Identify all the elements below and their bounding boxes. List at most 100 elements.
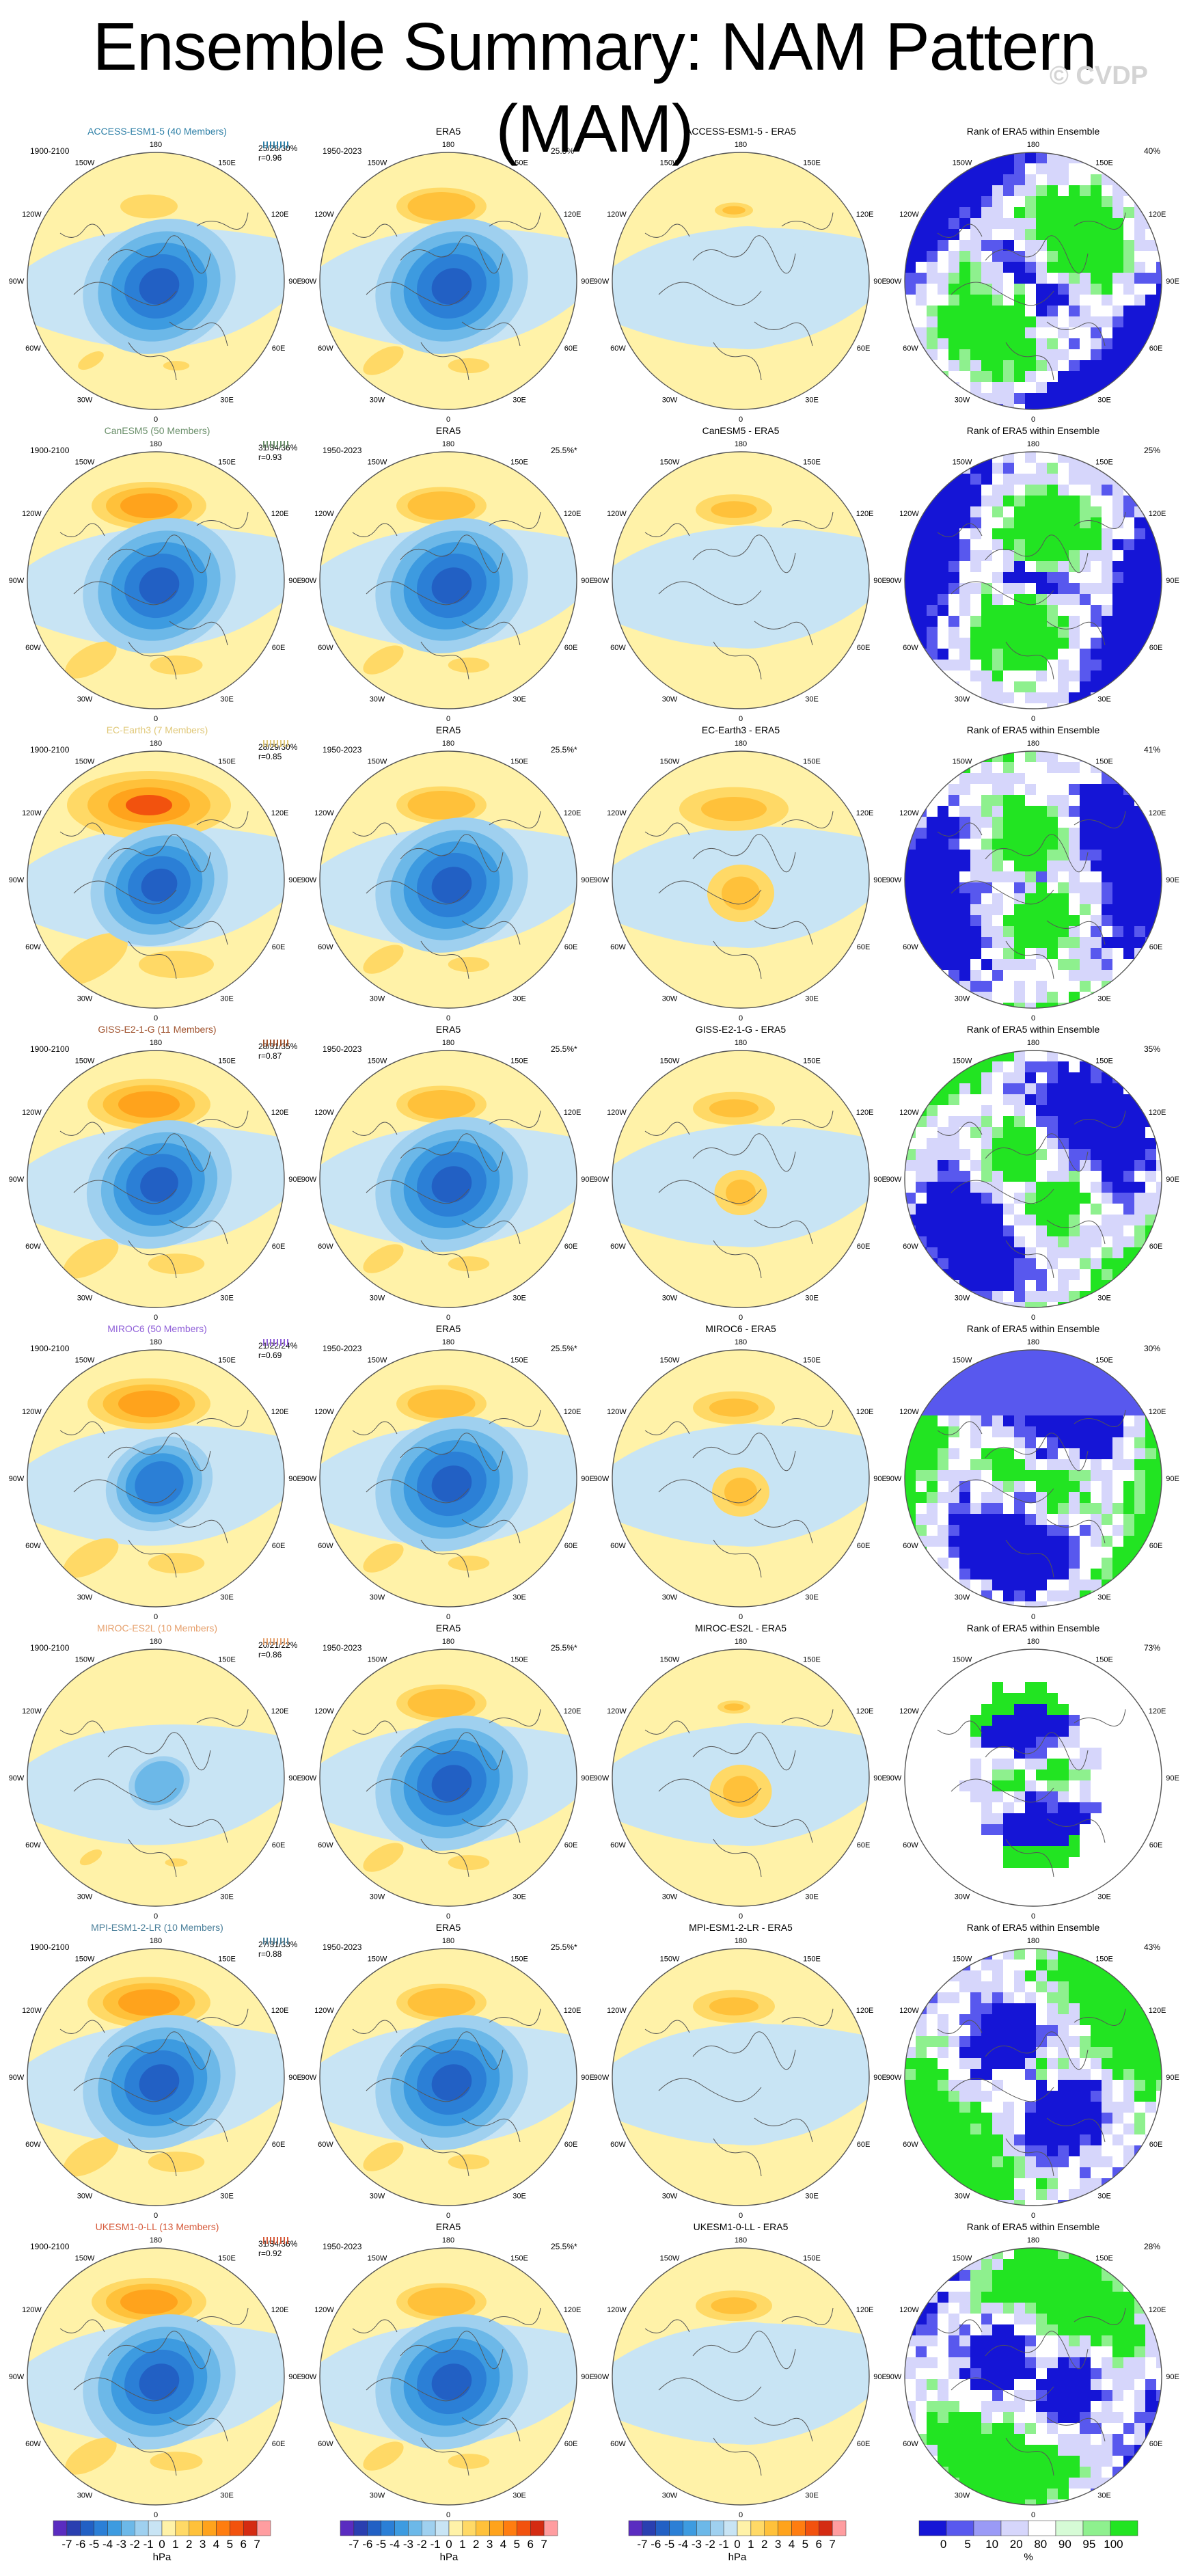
coastline xyxy=(644,1122,690,1136)
coastline xyxy=(754,2117,813,2143)
rank-cell xyxy=(1123,1970,1135,1982)
rank-cell xyxy=(1145,1182,1157,1193)
rank-cell xyxy=(905,1415,916,1427)
rank-cell xyxy=(1003,1481,1015,1493)
rank-cell xyxy=(905,839,916,850)
rank-cell xyxy=(1102,1748,1113,1759)
rank-cell xyxy=(959,1193,971,1204)
rank-cell xyxy=(1058,1481,1069,1493)
rank-cell xyxy=(981,1394,993,1405)
longitude-label: 90E xyxy=(873,277,887,286)
rank-cell xyxy=(938,871,949,883)
rank-cell xyxy=(1069,1525,1080,1536)
rank-cell xyxy=(1112,937,1124,949)
rank-cell xyxy=(1156,1003,1162,1008)
rank-cell xyxy=(1080,1981,1091,1993)
rank-cell xyxy=(1102,207,1113,219)
rank-cell xyxy=(992,948,1004,960)
longitude-label: 150E xyxy=(218,757,236,765)
rank-cell xyxy=(1036,1215,1048,1226)
rank-cell xyxy=(1080,2145,1091,2157)
rank-cell xyxy=(992,839,1004,850)
rank-cell xyxy=(1112,915,1124,927)
rank-cell xyxy=(948,893,960,905)
rank-cell xyxy=(1047,1105,1058,1117)
rank-cell xyxy=(1080,382,1091,394)
longitude-label: 60E xyxy=(857,1841,871,1849)
rank-cell xyxy=(992,1802,1004,1814)
rank-cell xyxy=(1058,1802,1069,1814)
rank-cell xyxy=(992,992,1004,1003)
rank-cell xyxy=(992,1759,1004,1770)
rank-cell xyxy=(992,1083,1004,1095)
positive-lobe xyxy=(407,491,476,520)
rank-cell xyxy=(1134,1160,1146,1171)
positive-lobe xyxy=(118,1390,180,1418)
rank-cell xyxy=(927,1061,938,1073)
rank-cell xyxy=(981,1949,993,1960)
polar-core xyxy=(139,268,180,305)
rank-cell xyxy=(916,2102,927,2113)
rank-cell xyxy=(1025,915,1037,927)
rank-cell xyxy=(1112,1394,1124,1405)
rank-cell xyxy=(1025,1061,1037,1073)
rank-cell xyxy=(1102,926,1113,938)
coastline xyxy=(937,1421,983,1435)
rank-cell xyxy=(905,474,916,485)
rank-cell xyxy=(1047,1890,1058,1901)
rank-cell xyxy=(1102,1682,1113,1694)
rank-cell xyxy=(1123,762,1135,774)
rank-cell xyxy=(1112,251,1124,262)
rank-cell xyxy=(1091,1824,1102,1836)
rank-cell xyxy=(948,882,960,894)
rank-cell xyxy=(1112,893,1124,905)
atlantic-lobe2 xyxy=(448,957,490,973)
rank-cell xyxy=(948,638,960,649)
rank-cell xyxy=(1123,904,1135,916)
rank-cell xyxy=(938,1846,949,1858)
rank-cell xyxy=(1145,1693,1157,1705)
rank-cell xyxy=(1102,1693,1113,1705)
rank-cell xyxy=(1003,616,1015,627)
rank-cell xyxy=(970,616,982,627)
rank-cell xyxy=(938,1448,949,1460)
polar-core xyxy=(431,1765,472,1802)
rank-cell xyxy=(1014,485,1026,496)
rank-cell xyxy=(1112,1415,1124,1427)
rank-cell xyxy=(1047,1072,1058,1084)
rank-cell xyxy=(1025,1204,1037,1215)
coastline xyxy=(754,1519,813,1544)
rank-cell xyxy=(970,1846,982,1858)
rank-cell xyxy=(1112,2156,1124,2168)
rank-cell xyxy=(948,1236,960,1248)
rank-cell xyxy=(1014,1291,1026,1303)
rank-cell xyxy=(1123,152,1135,164)
rank-cell xyxy=(1058,1770,1069,1781)
rank-cell xyxy=(1058,1981,1069,1993)
rank-cell xyxy=(1003,393,1015,405)
diff-panel-title: EC-Earth3 - ERA5 xyxy=(702,724,780,735)
rank-cell xyxy=(927,817,938,828)
rank-cell xyxy=(916,784,927,796)
rank-cell xyxy=(981,1682,993,1694)
rank-cell xyxy=(992,2102,1004,2113)
rank-cell xyxy=(959,262,971,273)
rank-cell xyxy=(1080,882,1091,894)
rank-cell xyxy=(1036,616,1048,627)
rank-cell xyxy=(1047,1350,1058,1361)
coastline xyxy=(781,1110,834,1128)
map-outline xyxy=(27,451,285,709)
rank-cell xyxy=(981,1061,993,1073)
rank-cell xyxy=(927,1470,938,1482)
rank-cell xyxy=(959,773,971,785)
rank-cell xyxy=(992,2080,1004,2091)
longitude-label: 60E xyxy=(564,1243,578,1251)
map-field xyxy=(27,452,284,709)
rank-cell xyxy=(1102,1569,1113,1580)
rank-cell xyxy=(1058,1050,1069,1062)
rank-cell xyxy=(1069,1459,1080,1471)
rank-cell xyxy=(927,2047,938,2059)
rank-cell xyxy=(1091,795,1102,806)
rank-cell xyxy=(970,218,982,230)
